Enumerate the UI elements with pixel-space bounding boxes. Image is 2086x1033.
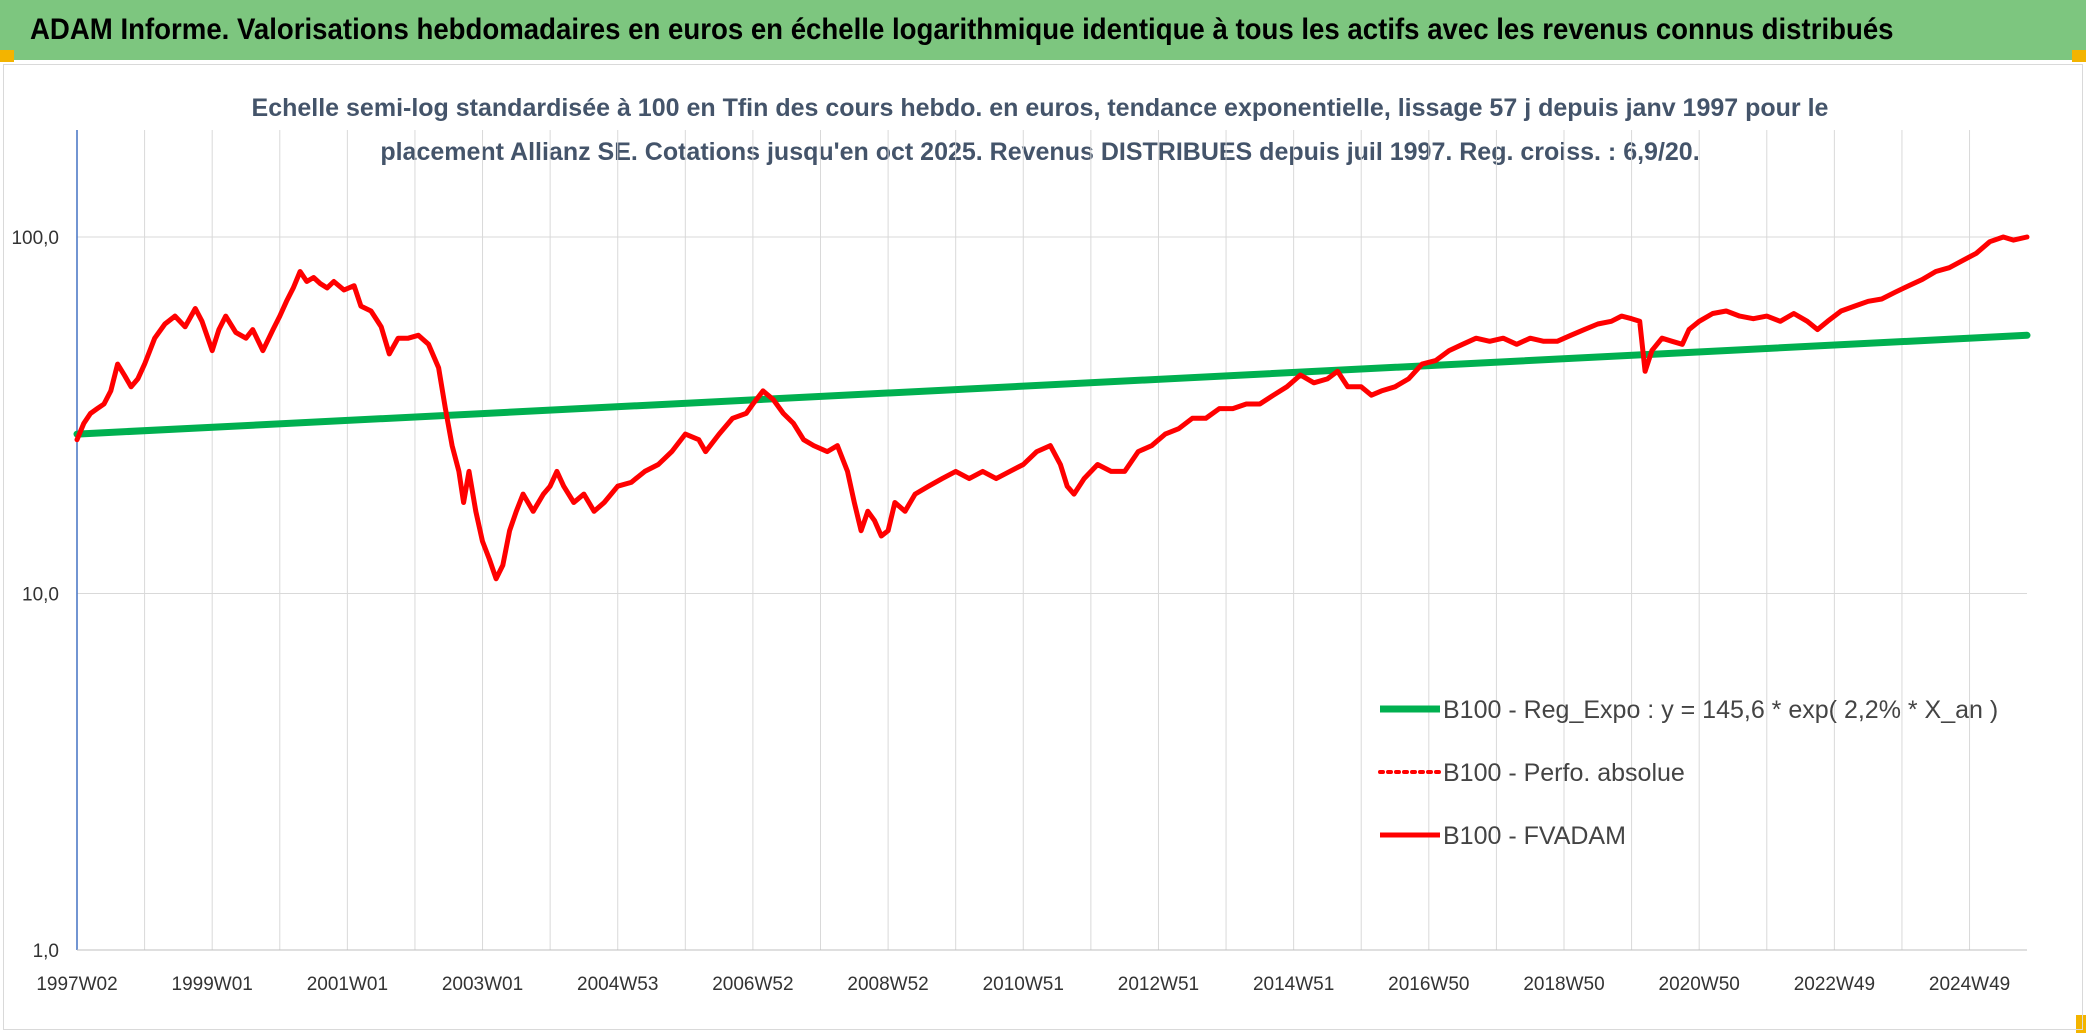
legend: B100 - Reg_Expo : y = 145,6 * exp( 2,2% … [1378, 696, 1998, 850]
legend-label: B100 - FVADAM [1443, 822, 1626, 850]
corner-accent-bottom-right [2076, 1015, 2086, 1033]
chart-frame [3, 64, 2083, 1030]
y-tick-label: 100,0 [11, 228, 59, 249]
series-fvadam-line [74, 234, 2030, 582]
corner-accent-left [0, 50, 14, 62]
x-tick-label: 2010W51 [983, 974, 1064, 995]
x-tick-label: 2001W01 [307, 974, 388, 995]
legend-label: B100 - Reg_Expo : y = 145,6 * exp( 2,2% … [1443, 696, 1998, 724]
x-tick-label: 1999W01 [172, 974, 253, 995]
chart-subtitle: Echelle semi-log standardisée à 100 en T… [252, 94, 1829, 166]
x-tick-label: 2024W49 [1929, 974, 2010, 995]
series-regression-line [73, 331, 2031, 438]
x-tick-label: 2020W50 [1659, 974, 1740, 995]
chart-subtitle-line: Echelle semi-log standardisée à 100 en T… [252, 94, 1829, 122]
x-tick-label: 2006W52 [712, 974, 793, 995]
y-tick-label: 10,0 [22, 585, 59, 606]
report-title: ADAM Informe. Valorisations hebdomadaire… [30, 13, 1894, 46]
x-tick-label: 1997W02 [36, 974, 117, 995]
series [73, 234, 2031, 582]
x-tick-label: 2008W52 [847, 974, 928, 995]
x-tick-label: 2003W01 [442, 974, 523, 995]
x-tick-label: 2022W49 [1794, 974, 1875, 995]
x-tick-label: 2016W50 [1388, 974, 1469, 995]
chart-subtitle-line: placement Allianz SE. Cotations jusqu'en… [380, 138, 1699, 166]
y-tick-label: 1,0 [33, 941, 59, 962]
x-tick-label: 2014W51 [1253, 974, 1334, 995]
grid [76, 130, 2027, 951]
corner-accent-right [2072, 50, 2086, 62]
x-tick-label: 2004W53 [577, 974, 658, 995]
report-banner: ADAM Informe. Valorisations hebdomadaire… [0, 0, 2086, 60]
legend-label: B100 - Perfo. absolue [1443, 759, 1685, 787]
x-tick-label: 2012W51 [1118, 974, 1199, 995]
axes: 1,0 10,0 100,0 1997W02 1999W01 2001W01 2003W01… [11, 130, 2027, 995]
x-tick-label: 2018W50 [1523, 974, 1604, 995]
